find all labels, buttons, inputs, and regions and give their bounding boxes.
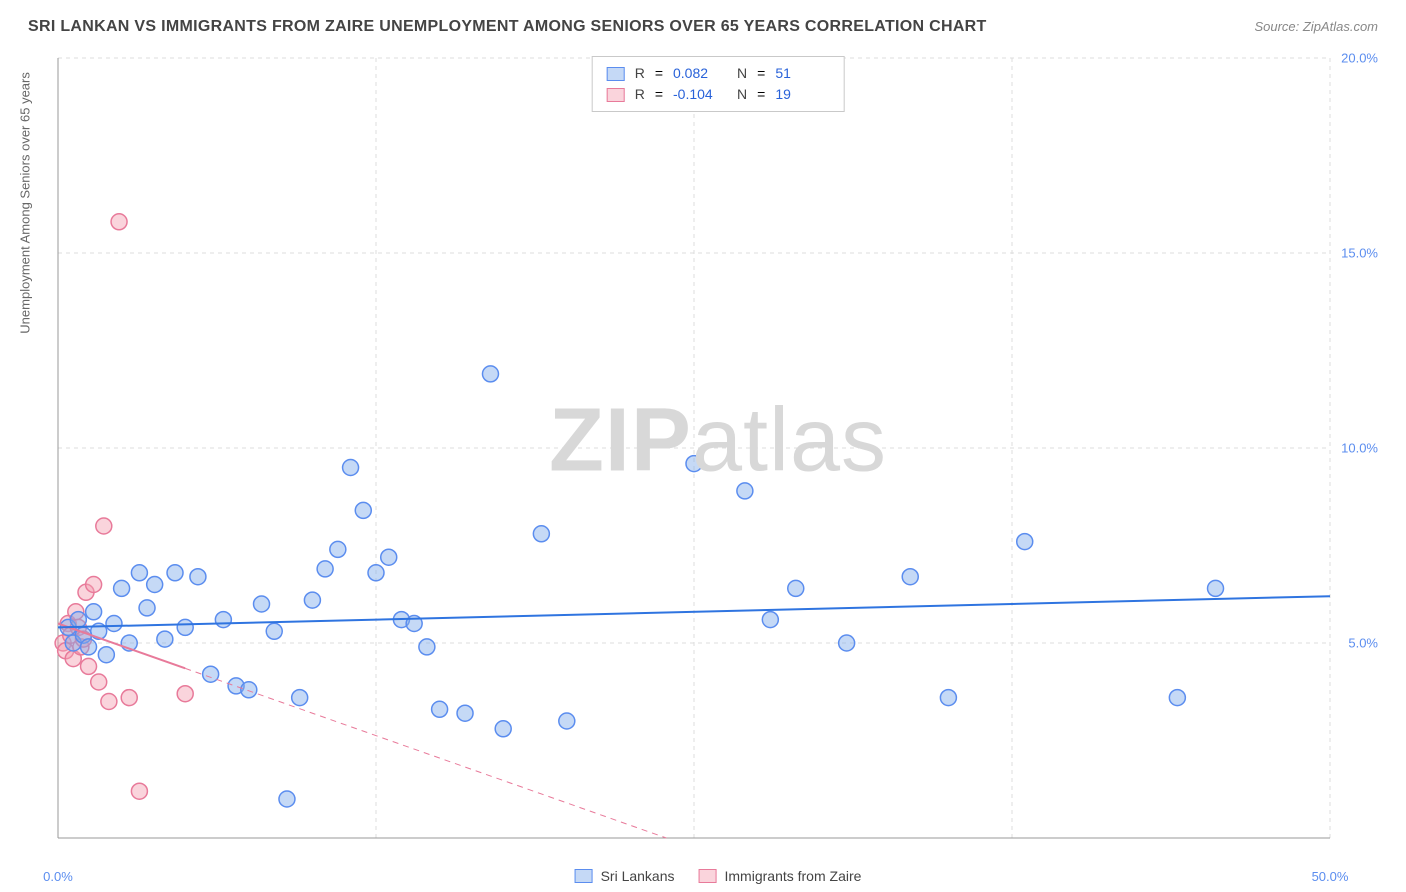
data-point: [86, 577, 102, 593]
data-point: [81, 658, 97, 674]
r-value-blue: 0.082: [673, 63, 727, 84]
series-legend: Sri Lankans Immigrants from Zaire: [575, 868, 862, 884]
data-point: [279, 791, 295, 807]
data-point: [368, 565, 384, 581]
legend-label-blue: Sri Lankans: [601, 868, 675, 884]
data-point: [241, 682, 257, 698]
y-tick-label: 5.0%: [1348, 636, 1378, 651]
data-point: [98, 647, 114, 663]
y-tick-label: 20.0%: [1341, 51, 1378, 66]
data-point: [1169, 690, 1185, 706]
data-point: [559, 713, 575, 729]
swatch-blue: [575, 869, 593, 883]
data-point: [495, 721, 511, 737]
data-point: [121, 690, 137, 706]
n-value-blue: 51: [775, 63, 829, 84]
data-point: [131, 783, 147, 799]
data-point: [292, 690, 308, 706]
data-point: [131, 565, 147, 581]
equals-sign: =: [655, 84, 663, 105]
data-point: [457, 705, 473, 721]
data-point: [81, 639, 97, 655]
swatch-blue: [607, 67, 625, 81]
data-point: [139, 600, 155, 616]
n-label: N: [737, 63, 747, 84]
y-tick-label: 15.0%: [1341, 246, 1378, 261]
legend-label-pink: Immigrants from Zaire: [725, 868, 862, 884]
swatch-pink: [607, 88, 625, 102]
chart-source: Source: ZipAtlas.com: [1254, 19, 1378, 34]
data-point: [343, 460, 359, 476]
data-point: [762, 612, 778, 628]
data-point: [177, 619, 193, 635]
data-point: [167, 565, 183, 581]
data-point: [482, 366, 498, 382]
chart-title: SRI LANKAN VS IMMIGRANTS FROM ZAIRE UNEM…: [28, 18, 987, 36]
chart-header: SRI LANKAN VS IMMIGRANTS FROM ZAIRE UNEM…: [28, 18, 1378, 36]
data-point: [1208, 580, 1224, 596]
data-point: [788, 580, 804, 596]
r-value-pink: -0.104: [673, 84, 727, 105]
x-tick-label: 50.0%: [1312, 869, 1349, 884]
legend-row-blue: R = 0.082 N = 51: [607, 63, 830, 84]
data-point: [266, 623, 282, 639]
equals-sign: =: [757, 84, 765, 105]
data-point: [1017, 534, 1033, 550]
data-point: [190, 569, 206, 585]
data-point: [101, 694, 117, 710]
chart-area: Unemployment Among Seniors over 65 years…: [50, 52, 1386, 862]
data-point: [902, 569, 918, 585]
data-point: [533, 526, 549, 542]
data-point: [432, 701, 448, 717]
data-point: [114, 580, 130, 596]
data-point: [215, 612, 231, 628]
swatch-pink: [699, 869, 717, 883]
scatter-plot: [50, 52, 1386, 862]
data-point: [381, 549, 397, 565]
data-point: [419, 639, 435, 655]
data-point: [147, 577, 163, 593]
data-point: [737, 483, 753, 499]
data-point: [839, 635, 855, 651]
n-label: N: [737, 84, 747, 105]
data-point: [304, 592, 320, 608]
y-axis-label: Unemployment Among Seniors over 65 years: [18, 72, 33, 334]
data-point: [70, 612, 86, 628]
x-tick-label: 0.0%: [43, 869, 73, 884]
legend-item-pink: Immigrants from Zaire: [699, 868, 862, 884]
r-label: R: [635, 63, 645, 84]
r-label: R: [635, 84, 645, 105]
data-point: [91, 674, 107, 690]
legend-row-pink: R = -0.104 N = 19: [607, 84, 830, 105]
data-point: [106, 616, 122, 632]
equals-sign: =: [655, 63, 663, 84]
data-point: [940, 690, 956, 706]
data-point: [96, 518, 112, 534]
correlation-legend: R = 0.082 N = 51 R = -0.104 N = 19: [592, 56, 845, 112]
equals-sign: =: [757, 63, 765, 84]
data-point: [177, 686, 193, 702]
legend-item-blue: Sri Lankans: [575, 868, 675, 884]
data-point: [686, 456, 702, 472]
data-point: [317, 561, 333, 577]
data-point: [111, 214, 127, 230]
data-point: [355, 502, 371, 518]
y-tick-label: 10.0%: [1341, 441, 1378, 456]
data-point: [86, 604, 102, 620]
data-point: [254, 596, 270, 612]
n-value-pink: 19: [775, 84, 829, 105]
data-point: [157, 631, 173, 647]
data-point: [330, 541, 346, 557]
